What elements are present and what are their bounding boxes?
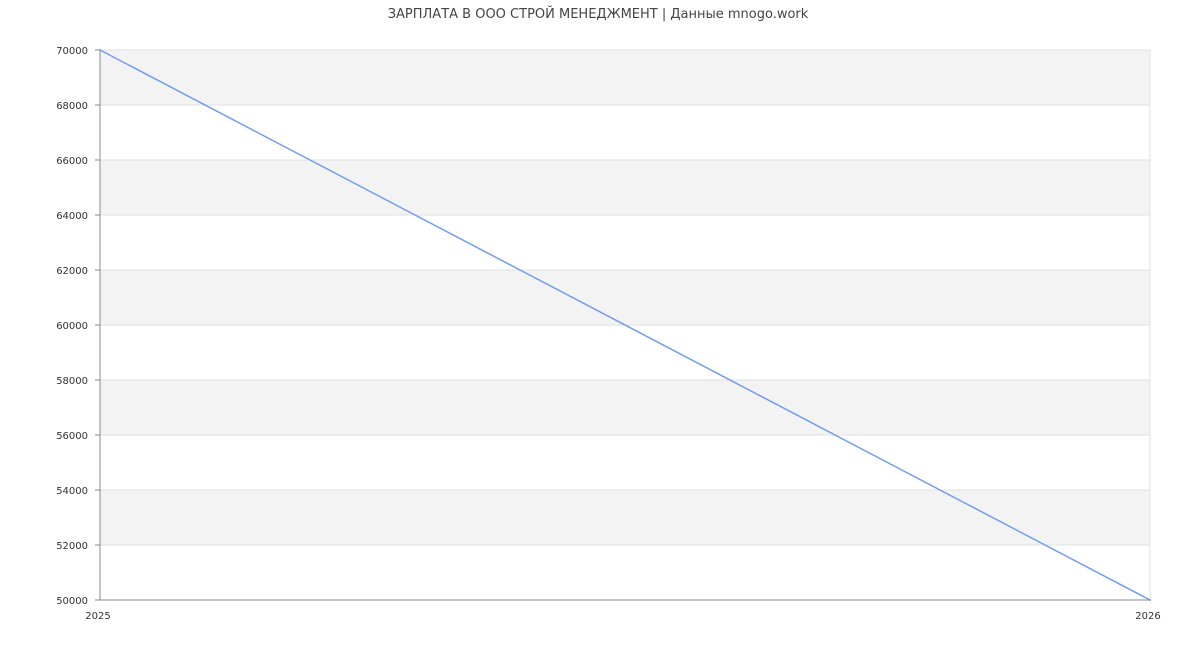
x-tick-label: 2025 [85, 611, 110, 622]
x-tick-label: 2026 [1135, 611, 1160, 622]
grid-band [100, 380, 1150, 435]
y-tick-label: 60000 [56, 321, 88, 332]
y-tick-label: 66000 [56, 156, 88, 167]
grid-band [100, 160, 1150, 215]
data-point [99, 49, 101, 51]
y-tick-label: 64000 [56, 211, 88, 222]
y-tick-label: 68000 [56, 101, 88, 112]
grid-band [100, 490, 1150, 545]
data-point [1149, 599, 1151, 601]
y-tick-label: 50000 [56, 596, 88, 607]
grid-band [100, 50, 1150, 105]
series-line [99, 49, 1151, 601]
grid-band [100, 270, 1150, 325]
y-tick-label: 56000 [56, 431, 88, 442]
y-tick-label: 70000 [56, 46, 88, 57]
y-tick-label: 52000 [56, 541, 88, 552]
chart-title: ЗАРПЛАТА В ООО СТРОЙ МЕНЕДЖМЕНТ | Данные… [388, 6, 809, 22]
y-tick-label: 58000 [56, 376, 88, 387]
y-tick-label: 62000 [56, 266, 88, 277]
y-tick-label: 54000 [56, 486, 88, 497]
